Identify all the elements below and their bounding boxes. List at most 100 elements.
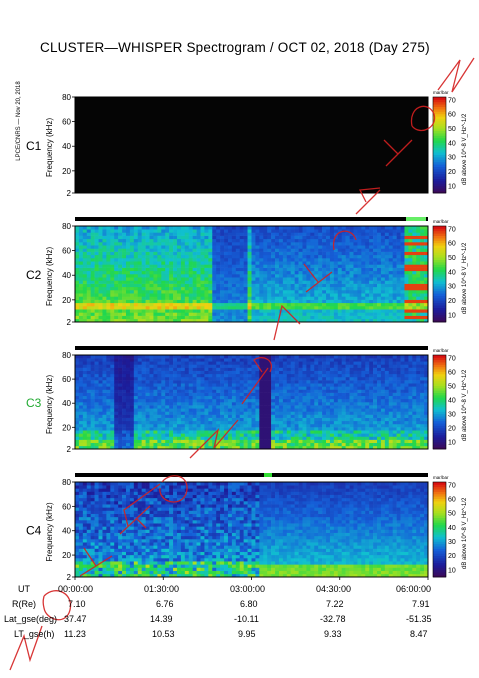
- colorbar: [433, 226, 446, 323]
- colorbar-tick-label: 50: [448, 383, 456, 390]
- y-tick-label: 80: [62, 478, 71, 487]
- colorbar-label: dB above 10^-8 V_Hz^-1/2: [462, 369, 468, 441]
- ut-value: 03:00:00: [230, 584, 266, 594]
- colorbar-label: dB above 10^-8 V_Hz^-1/2: [462, 242, 468, 314]
- plot-frame: [74, 96, 429, 194]
- colorbar-header: mar/bar: [433, 475, 449, 480]
- y-axis-label: Frequency (kHz): [45, 502, 54, 561]
- colorbar-tick-label: 50: [448, 511, 456, 518]
- colorbar-tick-label: 70: [448, 97, 456, 104]
- spectrogram-empty: [75, 97, 428, 193]
- status-bar: [75, 473, 428, 477]
- ut-value: 06:00:00: [396, 584, 432, 594]
- page-title: CLUSTER—WHISPER Spectrogram / OCT 02, 20…: [40, 40, 430, 55]
- lt-label: LT_gse(h): [14, 629, 55, 639]
- y-tick-label: 2: [67, 189, 72, 198]
- watermark: [9, 57, 475, 671]
- colorbar-tick-label: 30: [448, 284, 456, 291]
- y-tick-label: 40: [62, 527, 71, 536]
- watermark-stroke: [410, 105, 436, 131]
- lat-value: -32.78: [320, 614, 346, 624]
- colorbar-tick-label: 60: [448, 369, 456, 376]
- ephemeris-row-lt: LT_gse(h) 11.23 10.53 9.95 9.33 8.47: [0, 629, 479, 641]
- colorbar-tick-label: 60: [448, 241, 456, 248]
- watermark-stroke: [241, 357, 273, 405]
- y-tick-label: 2: [67, 573, 72, 582]
- watermark-stroke: [189, 419, 239, 459]
- colorbar-tick-label: 10: [448, 567, 456, 574]
- colorbar-tick-label: 70: [448, 226, 456, 233]
- lt-value: 11.23: [64, 629, 86, 639]
- colorbar-header: mar/bar: [433, 90, 449, 95]
- colorbar-tick-label: 60: [448, 112, 456, 119]
- y-axis-label: Frequency (kHz): [45, 247, 54, 306]
- colorbar-frame: [432, 481, 447, 578]
- y-tick-label: 80: [62, 222, 71, 231]
- y-tick-label: 20: [62, 423, 71, 432]
- r-value: 7.91: [412, 599, 430, 609]
- status-bar-marker: [264, 473, 272, 477]
- y-tick-label: 60: [62, 118, 71, 127]
- colorbar: [433, 482, 446, 578]
- r-value: 6.80: [240, 599, 258, 609]
- colorbar-tick-label: 30: [448, 539, 456, 546]
- y-tick-label: 60: [62, 375, 71, 384]
- colorbar: [433, 97, 446, 194]
- colorbar-tick-label: 20: [448, 425, 456, 432]
- colorbar-tick-label: 50: [448, 126, 456, 133]
- spectrogram-cells: [75, 482, 429, 578]
- lt-value: 8.47: [410, 629, 428, 639]
- watermark-stroke: [355, 187, 381, 215]
- colorbar-tick-label: 20: [448, 298, 456, 305]
- ut-value: 01:30:00: [144, 584, 180, 594]
- ut-label: UT: [18, 584, 30, 594]
- colorbar-tick-label: 30: [448, 155, 456, 162]
- colorbar-tick-label: 40: [448, 525, 456, 532]
- panel-label-c3: C3: [26, 396, 42, 410]
- colorbar-tick-label: 40: [448, 269, 456, 276]
- r-value: 6.76: [156, 599, 174, 609]
- colorbar-header: mar/bar: [433, 348, 449, 353]
- watermark-stroke: [159, 475, 188, 503]
- colorbar-tick-label: 10: [448, 183, 456, 190]
- y-tick-label: 40: [62, 399, 71, 408]
- plot-frame: [74, 354, 429, 450]
- y-tick-label: 40: [62, 142, 71, 151]
- status-bar-marker: [406, 217, 426, 221]
- lat-value: -10.11: [234, 614, 259, 624]
- colorbar-header: mar/bar: [433, 219, 449, 224]
- watermark-stroke: [9, 625, 43, 671]
- colorbar-tick-label: 40: [448, 140, 456, 147]
- watermark-stroke: [383, 139, 413, 167]
- lt-value: 9.95: [238, 629, 256, 639]
- colorbar-label: dB above 10^-8 V_Hz^-1/2: [462, 113, 468, 185]
- status-bar: [75, 217, 428, 221]
- watermark-stroke: [79, 547, 113, 577]
- y-tick-label: 60: [62, 502, 71, 511]
- colorbar-frame: [432, 354, 447, 450]
- panel-label-c1: C1: [26, 139, 42, 153]
- y-tick-label: 20: [62, 167, 71, 176]
- lat-value: 14.39: [150, 614, 173, 624]
- y-tick-label: 80: [62, 93, 71, 102]
- colorbar-tick-label: 20: [448, 169, 456, 176]
- watermark-stroke: [119, 483, 161, 535]
- colorbar-tick-label: 30: [448, 411, 456, 418]
- colorbar-tick-label: 10: [448, 439, 456, 446]
- colorbar-tick-label: 40: [448, 397, 456, 404]
- colorbar-tick-label: 70: [448, 482, 456, 489]
- r-label: R(Re): [12, 599, 36, 609]
- y-tick-label: 80: [62, 351, 71, 360]
- spectrogram-cells: [75, 226, 429, 323]
- watermark-stroke: [437, 57, 475, 93]
- y-tick-label: 20: [62, 551, 71, 560]
- y-tick-label: 60: [62, 247, 71, 256]
- ephemeris-row-lat: Lat_gse(deg) 37.47 14.39 -10.11 -32.78 -…: [0, 614, 479, 626]
- watermark-stroke: [303, 263, 333, 293]
- watermark-stroke: [273, 304, 301, 341]
- colorbar: [433, 355, 446, 450]
- ut-value: 00:00:00: [58, 584, 94, 594]
- lat-label: Lat_gse(deg): [4, 614, 58, 624]
- plot-frame: [74, 225, 429, 323]
